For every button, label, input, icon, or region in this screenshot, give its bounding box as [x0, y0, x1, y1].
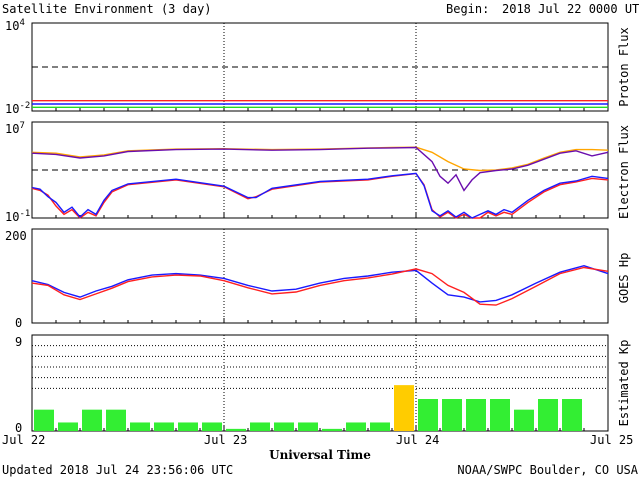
electron-ytick-bottom: 10-1	[5, 209, 30, 224]
chart-marks	[31, 99, 609, 431]
kp-bar-14	[370, 422, 390, 431]
xtick-jul23: Jul 23	[204, 433, 247, 447]
kp-bar-20	[514, 409, 534, 431]
goes_hp-series-1	[31, 266, 609, 306]
xtick-jul25: Jul 25	[590, 433, 633, 447]
electron_flux-series-3	[31, 172, 609, 219]
proton-y-ticks: 104 10-2	[5, 18, 30, 116]
kp-bar-9	[250, 422, 270, 431]
goes-hp-panel-frame	[31, 228, 609, 324]
kp-bar-2	[82, 409, 102, 431]
kp-bar-3	[106, 409, 126, 431]
kp-bar-0	[34, 409, 54, 431]
kp-bar-13	[346, 422, 366, 431]
grid-lines	[31, 23, 609, 431]
kp-bar-6	[178, 422, 198, 431]
kp-bar-1	[58, 422, 78, 431]
goes-hp-ylabel: GOES Hp	[617, 253, 631, 304]
goes_hp-series-0	[31, 264, 609, 303]
estimated-kp-ylabel: Estimated Kp	[617, 340, 631, 427]
proton-flux-panel-frame	[31, 22, 609, 112]
proton-ytick-bottom: 10-2	[5, 101, 30, 116]
kp-ytick-top: 9	[15, 335, 22, 349]
hp-ytick-bottom: 0	[15, 316, 22, 330]
panels	[31, 22, 609, 432]
kp-bar-18	[466, 399, 486, 431]
proton-ytick-top: 104	[5, 18, 25, 33]
electron-flux-ylabel: Electron Flux	[617, 125, 631, 219]
electron-ytick-top: 107	[5, 121, 25, 136]
kp-bar-5	[154, 422, 174, 431]
updated-timestamp: Updated 2018 Jul 24 23:56:06 UTC	[2, 463, 233, 477]
x-axis-label: Universal Time	[269, 448, 371, 462]
kp-bar-12	[322, 428, 342, 431]
kp-bar-8	[226, 428, 246, 431]
figure-title: Satellite Environment (3 day)	[2, 2, 212, 16]
electron-flux-panel-frame	[31, 121, 609, 219]
proton-flux-ylabel: Proton Flux	[617, 27, 631, 106]
kp-bar-10	[274, 422, 294, 431]
credit-text: NOAA/SWPC Boulder, CO USA	[457, 463, 638, 477]
kp-bar-4	[130, 422, 150, 431]
kp-ytick-bottom: 0	[15, 421, 22, 435]
kp-bar-19	[490, 399, 510, 431]
kp-bar-16	[418, 399, 438, 431]
kp-bar-11	[298, 422, 318, 431]
electron_flux-series-1	[31, 146, 609, 192]
xtick-jul22: Jul 22	[2, 433, 45, 447]
kp-bar-17	[442, 399, 462, 431]
hp-ytick-top: 200	[5, 229, 27, 243]
kp-bar-21	[538, 399, 558, 431]
kp-bar-22	[562, 399, 582, 431]
electron_flux-series-2	[31, 172, 609, 219]
electron_flux-series-0	[31, 146, 609, 172]
begin-label: Begin:	[446, 2, 489, 16]
xtick-jul24: Jul 24	[396, 433, 439, 447]
kp-bar-15	[394, 385, 414, 431]
electron-y-ticks: 107 10-1	[5, 121, 30, 224]
kp-bar-7	[202, 422, 222, 431]
begin-value: 2018 Jul 22 0000 UTC	[502, 2, 640, 16]
